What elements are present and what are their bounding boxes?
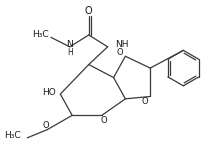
Text: O: O (101, 116, 107, 125)
Text: HO: HO (42, 88, 55, 97)
Text: O: O (142, 97, 148, 106)
Text: O: O (43, 121, 50, 130)
Text: H₃C: H₃C (32, 30, 49, 39)
Text: H₃C: H₃C (4, 131, 21, 140)
Text: O: O (117, 48, 124, 57)
Text: H: H (67, 48, 73, 57)
Text: NH: NH (115, 40, 128, 49)
Text: O: O (85, 6, 93, 16)
Text: N: N (67, 40, 73, 49)
